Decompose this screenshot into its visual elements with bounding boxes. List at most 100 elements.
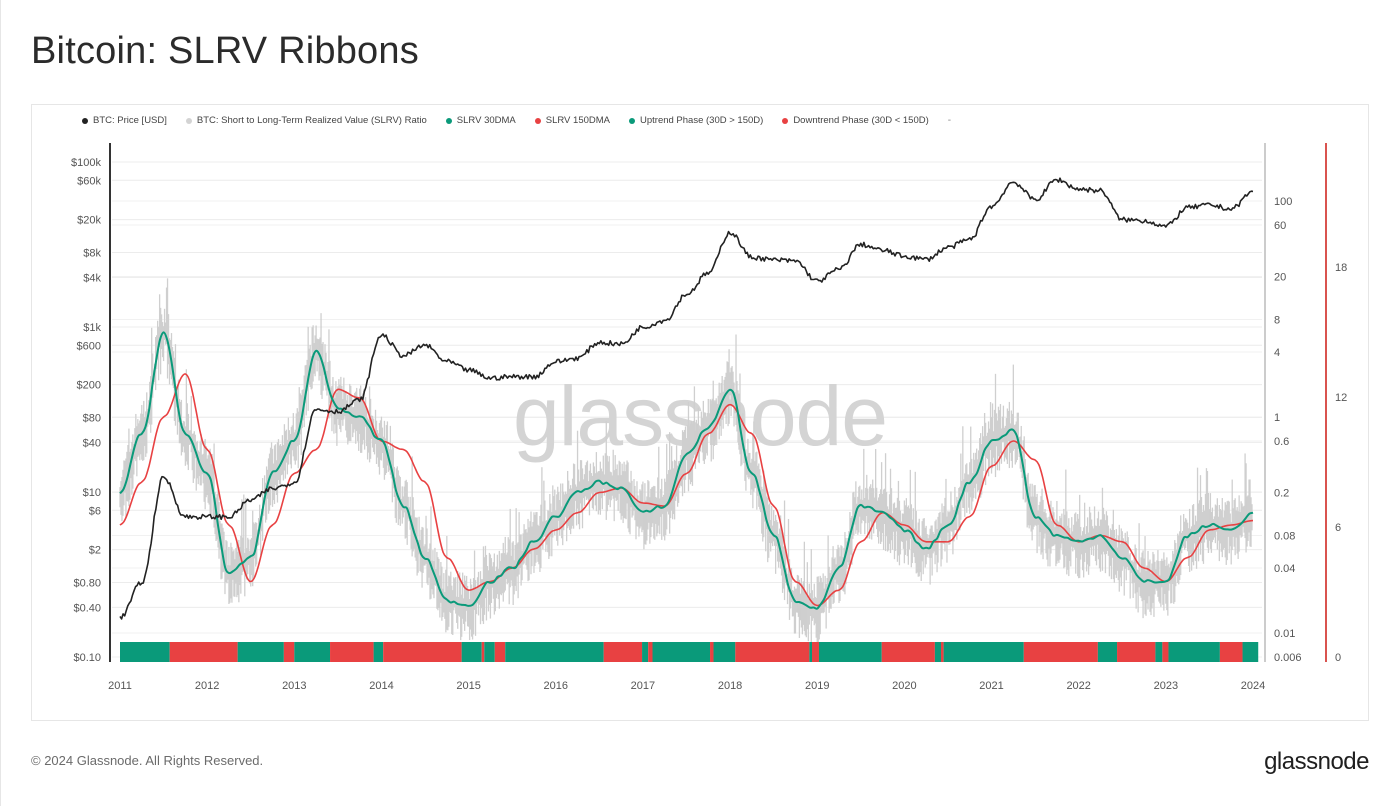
downtrend-segment [1117, 642, 1156, 662]
downtrend-segment [648, 642, 653, 662]
uptrend-segment [294, 642, 331, 662]
price-tick-label: $1k [83, 322, 101, 334]
legend-item-slrv-150dma[interactable]: SLRV 150DMA [534, 115, 610, 126]
footer-copyright: © 2024 Glassnode. All Rights Reserved. [31, 753, 264, 768]
price-tick-label: $600 [77, 340, 101, 352]
x-tick-label: 2021 [979, 680, 1003, 692]
price-tick-label: $8k [83, 247, 101, 259]
price-tick-label: $200 [77, 380, 101, 392]
x-tick-label: 2011 [108, 680, 132, 692]
downtrend-segment [735, 642, 810, 662]
downtrend-segment [940, 642, 944, 662]
ratio-tick-label: 0.04 [1274, 563, 1295, 575]
price-tick-label: $2 [89, 545, 101, 557]
downtrend-segment [710, 642, 714, 662]
phase-tick-label: 18 [1335, 262, 1347, 274]
ratio-tick-label: 8 [1274, 314, 1280, 326]
downtrend-segment [494, 642, 506, 662]
x-tick-label: 2017 [631, 680, 655, 692]
legend-label: Uptrend Phase (30D > 150D) [640, 115, 764, 126]
price-tick-label: $60k [77, 175, 101, 187]
slrv-150dma-line [119, 373, 1254, 607]
ratio-tick-label: 0.006 [1274, 652, 1302, 664]
slrv-raw-series [119, 278, 1253, 646]
price-tick-label: $20k [77, 215, 101, 227]
price-tick-label: $0.10 [73, 652, 101, 664]
x-tick-label: 2024 [1241, 680, 1265, 692]
uptrend-segment [652, 642, 711, 662]
x-tick-label: 2013 [282, 680, 306, 692]
price-tick-label: $80 [83, 412, 101, 424]
uptrend-segment [642, 642, 649, 662]
chart-card: BTC: Price [USD] BTC: Short to Long-Term… [31, 104, 1369, 721]
ratio-tick-label: 60 [1274, 220, 1286, 232]
page-border [0, 0, 1, 806]
price-tick-label: $4k [83, 272, 101, 284]
ratio-tick-label: 0.01 [1274, 628, 1295, 640]
uptrend-segment [461, 642, 482, 662]
uptrend-segment [505, 642, 604, 662]
downtrend-segment [1219, 642, 1243, 662]
uptrend-segment [237, 642, 284, 662]
ratio-tick-label: 0.2 [1274, 488, 1289, 500]
uptrend-segment [1155, 642, 1163, 662]
x-tick-label: 2023 [1154, 680, 1178, 692]
uptrend-segment [818, 642, 882, 662]
uptrend-segment [120, 642, 170, 662]
uptrend-segment [934, 642, 941, 662]
ratio-tick-label: 20 [1274, 271, 1286, 283]
x-tick-label: 2019 [805, 680, 829, 692]
phase-tick-label: 0 [1335, 652, 1341, 664]
uptrend-segment [1242, 642, 1259, 662]
price-tick-label: $10 [83, 487, 101, 499]
legend-label: SLRV 150DMA [545, 115, 610, 126]
downtrend-segment [1162, 642, 1169, 662]
phase-tick-label: 6 [1335, 522, 1341, 534]
uptrend-segment [809, 642, 813, 662]
downtrend-segment [812, 642, 819, 662]
downtrend-segment [330, 642, 374, 662]
legend-item-downtrend[interactable]: Downtrend Phase (30D < 150D) [782, 115, 929, 126]
price-tick-label: $0.40 [73, 602, 101, 614]
legend-label: BTC: Price [USD] [93, 115, 167, 126]
legend-item-empty[interactable]: - [948, 115, 951, 126]
downtrend-segment [881, 642, 935, 662]
x-tick-label: 2020 [892, 680, 916, 692]
legend-dot-icon [185, 117, 192, 124]
legend-item-slrv-30dma[interactable]: SLRV 30DMA [445, 115, 516, 126]
phase-bar [120, 642, 1259, 662]
x-tick-label: 2012 [195, 680, 219, 692]
legend-item-slrv-ratio[interactable]: BTC: Short to Long-Term Realized Value (… [185, 115, 427, 126]
btc-price-line [119, 177, 1254, 620]
price-tick-label: $40 [83, 437, 101, 449]
price-tick-label: $0.80 [73, 577, 101, 589]
downtrend-segment [481, 642, 485, 662]
ratio-tick-label: 0.08 [1274, 530, 1295, 542]
legend-item-price[interactable]: BTC: Price [USD] [82, 115, 167, 126]
legend-dot-icon [534, 117, 541, 124]
downtrend-segment [169, 642, 238, 662]
ratio-tick-label: 1 [1274, 412, 1280, 424]
ratio-tick-label: 4 [1274, 347, 1280, 359]
downtrend-segment [1023, 642, 1098, 662]
legend-label: BTC: Short to Long-Term Realized Value (… [196, 115, 427, 126]
x-tick-label: 2016 [544, 680, 568, 692]
uptrend-segment [1097, 642, 1118, 662]
slrv-30dma-line [119, 331, 1254, 610]
phase-tick-label: 12 [1335, 392, 1347, 404]
downtrend-segment [603, 642, 643, 662]
downtrend-segment [383, 642, 462, 662]
x-tick-label: 2014 [369, 680, 393, 692]
uptrend-segment [373, 642, 384, 662]
legend-label: SLRV 30DMA [456, 115, 516, 126]
downtrend-segment [283, 642, 295, 662]
legend-dot-icon [445, 117, 452, 124]
chart-legend: BTC: Price [USD] BTC: Short to Long-Term… [82, 115, 970, 126]
legend-item-uptrend[interactable]: Uptrend Phase (30D > 150D) [629, 115, 763, 126]
legend-dot-icon [82, 117, 88, 124]
x-tick-label: 2018 [718, 680, 742, 692]
price-tick-label: $100k [71, 157, 101, 169]
uptrend-segment [1168, 642, 1220, 662]
